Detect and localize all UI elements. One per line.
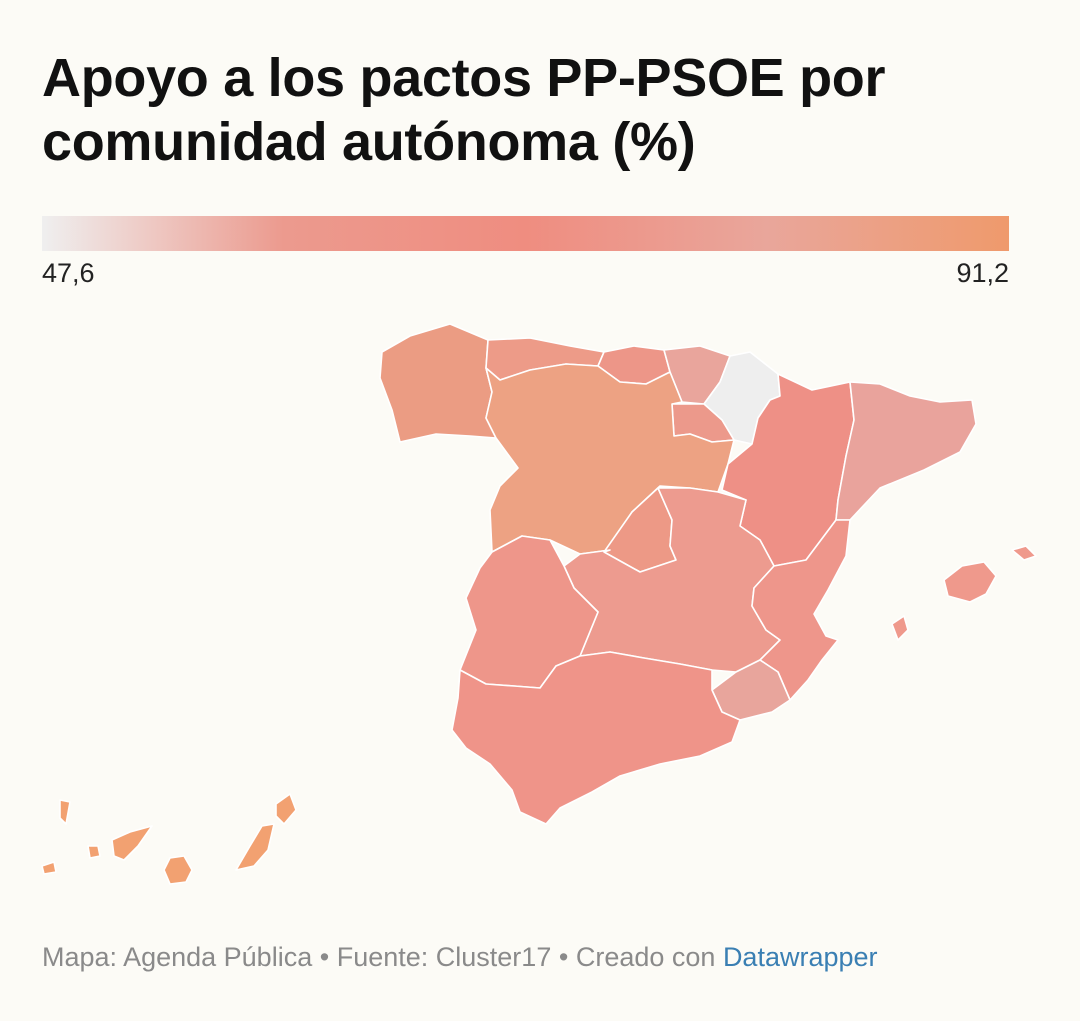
- map-label: Mapa:: [42, 942, 118, 972]
- region-canarias-fuerteventura[interactable]: [235, 823, 275, 871]
- color-scale-legend: [42, 216, 1009, 251]
- spain-choropleth-map: [41, 323, 1037, 885]
- region-andalucia[interactable]: [451, 651, 741, 825]
- region-canarias-gran-canaria[interactable]: [163, 855, 193, 885]
- region-canarias-la-gomera[interactable]: [87, 845, 101, 859]
- region-canarias-el-hierro[interactable]: [41, 861, 57, 875]
- created-label: Creado con: [575, 942, 716, 972]
- source-name: Cluster17: [435, 942, 552, 972]
- legend-max-value: 91,2: [956, 258, 1009, 288]
- region-baleares-menorca[interactable]: [1011, 545, 1037, 561]
- region-galicia[interactable]: [379, 323, 497, 443]
- region-cataluna[interactable]: [835, 381, 977, 521]
- separator: •: [558, 942, 569, 972]
- separator: •: [319, 942, 330, 972]
- datawrapper-link[interactable]: Datawrapper: [722, 942, 878, 972]
- region-canarias-la-palma[interactable]: [59, 799, 71, 825]
- source-label: Fuente:: [336, 942, 429, 972]
- color-scale-bar: [42, 216, 1009, 251]
- map-credits: Mapa: Agenda Pública • Fuente: Cluster17…: [42, 942, 878, 973]
- map-title: Apoyo a los pactos PP-PSOE por comunidad…: [42, 48, 886, 172]
- region-baleares-ibiza[interactable]: [891, 615, 909, 641]
- region-canarias-tenerife[interactable]: [111, 825, 153, 861]
- region-baleares-mallorca[interactable]: [943, 561, 997, 603]
- map-author: Agenda Pública: [123, 942, 313, 972]
- region-canarias-lanzarote[interactable]: [275, 793, 297, 825]
- legend-min-value: 47,6: [42, 258, 95, 288]
